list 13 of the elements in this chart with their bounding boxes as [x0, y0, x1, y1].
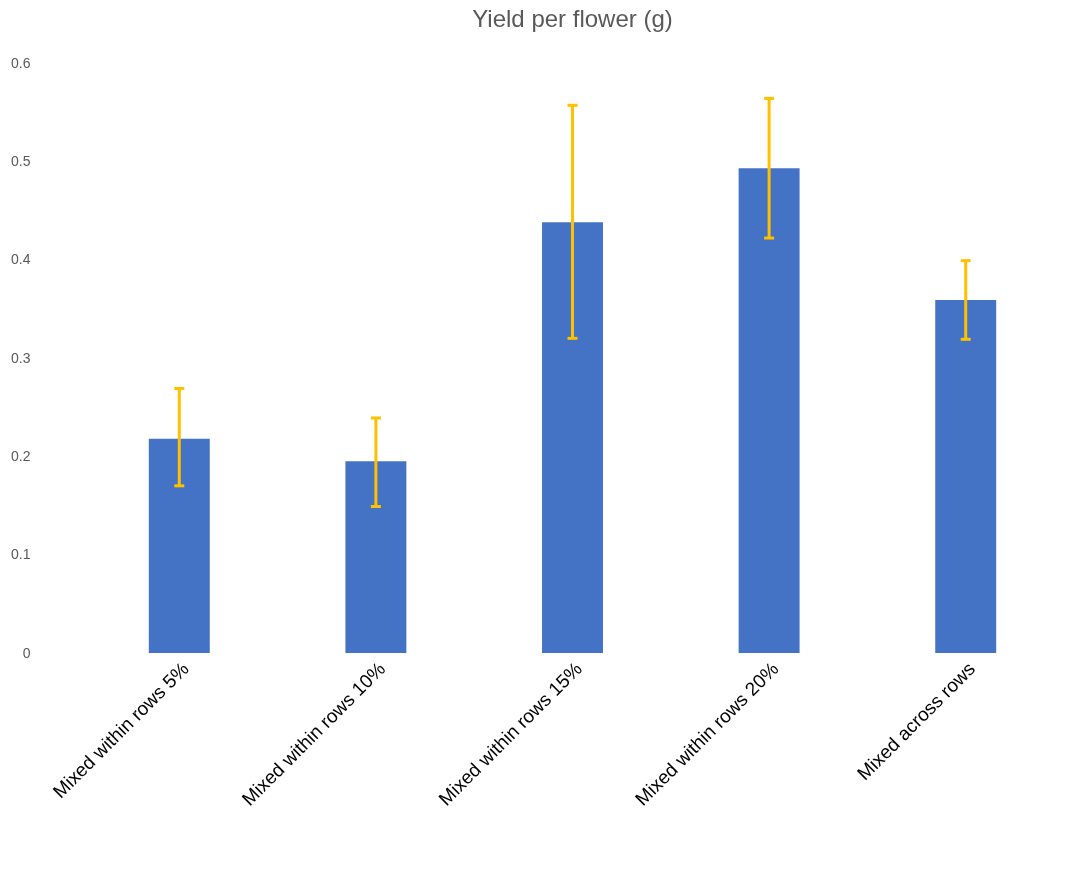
bar	[345, 461, 407, 653]
chart-title: Yield per flower (g)	[472, 5, 673, 32]
y-tick-label: 0.6	[11, 54, 31, 71]
y-tick-label: 0	[22, 644, 31, 661]
bar	[935, 299, 997, 653]
y-tick-label: 0.2	[11, 447, 31, 464]
y-tick-label: 0.3	[11, 349, 31, 366]
y-tick-label: 0.4	[11, 251, 31, 268]
y-tick-label: 0.1	[11, 546, 31, 563]
y-tick-label: 0.5	[11, 152, 31, 169]
bar	[148, 438, 210, 653]
bar	[738, 168, 800, 653]
bar	[542, 222, 603, 653]
